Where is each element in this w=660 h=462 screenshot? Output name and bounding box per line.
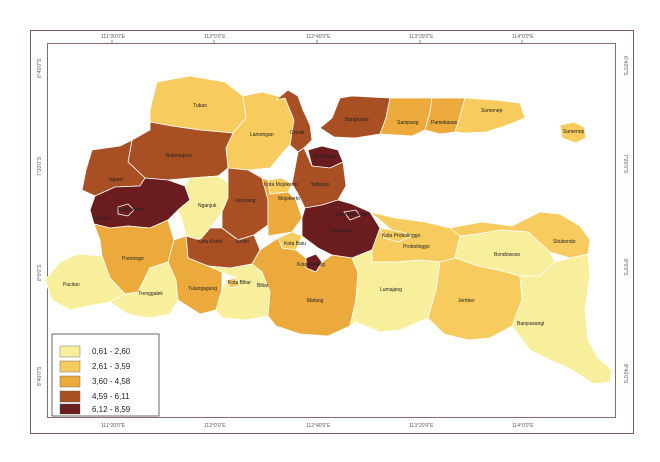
legend-label-4: 4,59 - 6,11 <box>92 392 130 401</box>
region-label-nganjuk: Nganjuk <box>198 203 217 209</box>
legend-label-3: 3,60 - 4,58 <box>92 377 131 386</box>
tick-label-right-2: 7°20'0"S <box>622 154 628 174</box>
region-kota-pasuruan <box>343 209 361 221</box>
region-label-lumajang: Lumajang <box>380 287 402 293</box>
region-label-kota-probolinggo: Kota Probolinggo <box>382 233 421 239</box>
region-label-bojonegoro: Bojonegoro <box>166 153 192 159</box>
region-jombang <box>221 167 269 241</box>
region-sumenep <box>454 97 526 134</box>
region-label-situbondo: Situbondo <box>553 239 576 245</box>
legend-label-5: 6,12 - 8,59 <box>92 405 131 414</box>
region-label-surabaya: Surabaya <box>314 154 336 160</box>
tick-label-right-4: 8°40'0"S <box>622 364 628 384</box>
region-tulungagung <box>167 235 223 315</box>
region-label-pasuruan: Pasuruan <box>330 228 352 234</box>
region-label-probolinggo: Probolinggo <box>403 244 430 250</box>
region-label-kota-kediri: Kota Kediri <box>198 239 222 245</box>
tick-label-bottom-4: 113°20'0"E <box>409 423 434 429</box>
region-bangkalan <box>319 95 391 139</box>
legend: 0,61 - 2,60 2,61 - 3,59 3,60 - 4,58 4,59… <box>51 333 160 417</box>
region-kota-madiun <box>117 203 135 217</box>
region-label-sumenep-island: Sumenep <box>563 129 585 135</box>
region-label-jombang: Jombang <box>235 198 256 204</box>
region-label-tuban: Tuban <box>193 103 207 109</box>
legend-swatch-5 <box>59 403 81 415</box>
tick-top-2: 112°0'0"E <box>204 34 226 43</box>
tick-label-top-4: 113°20'0"E <box>409 34 434 40</box>
region-label-pamekasan: Pamekasan <box>431 120 458 126</box>
tick-label-left-4: 8°40'0"S <box>37 366 43 386</box>
tick-label-left-2: 7°20'0"S <box>37 156 43 176</box>
region-label-kota-madiun: Kota Madiun <box>118 207 146 213</box>
legend-swatch-1 <box>59 345 81 358</box>
region-label-blitar: Blitar <box>257 283 269 289</box>
region-sidoarjo <box>291 147 347 209</box>
region-sumenep-island <box>559 121 587 144</box>
region-label-trenggalek: Trenggalek <box>138 291 163 297</box>
region-label-sampang: Sampang <box>397 120 419 126</box>
region-label-bangkalan: Bangkalan <box>345 117 369 123</box>
region-label-pacitan: Pacitan <box>63 282 80 288</box>
tick-label-top-3: 112°40'0"E <box>306 34 331 40</box>
tick-label-bottom-2: 112°0'0"E <box>204 423 226 429</box>
tick-top-5: 114°0'0"E <box>512 34 534 43</box>
tick-top-1: 111°20'0"E <box>101 34 126 43</box>
legend-swatch-2 <box>59 360 81 373</box>
region-label-madiun: Madiun <box>93 216 110 222</box>
tick-label-top-2: 112°0'0"E <box>204 34 226 40</box>
region-label-sidoarjo: Sidoarjo <box>311 182 330 188</box>
region-label-kota-malang: Kota Malang <box>297 262 325 268</box>
tick-top-3: 112°40'0"E <box>306 34 331 43</box>
region-label-malang: Malang <box>307 298 324 304</box>
region-label-sumenep: Sumenep <box>481 108 503 114</box>
map-inner-frame <box>47 43 616 418</box>
region-label-kota-mojokerto: Kota Mojokerto <box>264 182 298 188</box>
region-labels: Tuban Lamongan Gresik Bangkalan Sampang … <box>63 103 585 327</box>
region-label-ponorogo: Ponorogo <box>122 256 144 262</box>
region-label-kota-pasuruan: Kota Pasuruan <box>336 212 369 218</box>
region-label-jember: Jember <box>458 298 475 304</box>
tick-label-right-3: 8°0'0"S <box>622 259 628 276</box>
legend-swatch-3 <box>59 375 81 388</box>
legend-swatch-4 <box>59 390 81 403</box>
region-label-kota-blitar: Kota Blitar <box>228 280 251 286</box>
tick-label-left-1: 6°40'0"S <box>37 58 43 78</box>
region-label-mojokerto: Mojokerto <box>278 196 300 202</box>
region-banyuwangi <box>511 253 613 385</box>
region-label-lamongan: Lamongan <box>250 132 274 138</box>
region-label-kediri: Kediri <box>236 239 249 245</box>
region-label-kota-batu: Kota Batu <box>284 241 306 247</box>
tick-label-left-3: 8°0'0"S <box>37 264 43 281</box>
region-label-ngawi: Ngawi <box>109 177 123 183</box>
tick-label-top-1: 111°20'0"E <box>101 34 126 40</box>
region-gresik <box>275 89 313 153</box>
tick-label-bottom-1: 111°20'0"E <box>101 423 126 429</box>
region-label-bondowoso: Bondowoso <box>494 252 520 258</box>
legend-label-2: 2,61 - 3,59 <box>92 362 131 371</box>
regions <box>44 75 613 385</box>
tick-top-4: 113°20'0"E <box>409 34 434 43</box>
tick-label-top-5: 114°0'0"E <box>512 34 534 40</box>
region-label-gresik: Gresik <box>290 130 305 136</box>
graticule-ticks: 111°20'0"E 112°0'0"E 112°40'0"E 113°20'0… <box>37 34 628 429</box>
region-label-tulungagung: Tulungagung <box>188 286 217 292</box>
tick-label-right-1: 6°40'0"S <box>622 56 628 76</box>
legend-label-1: 0,61 - 2,60 <box>92 347 131 356</box>
tick-label-bottom-3: 112°40'0"E <box>306 423 331 429</box>
region-label-banyuwangi: Banyuwangi <box>517 321 544 327</box>
tick-label-bottom-5: 114°0'0"E <box>512 423 534 429</box>
